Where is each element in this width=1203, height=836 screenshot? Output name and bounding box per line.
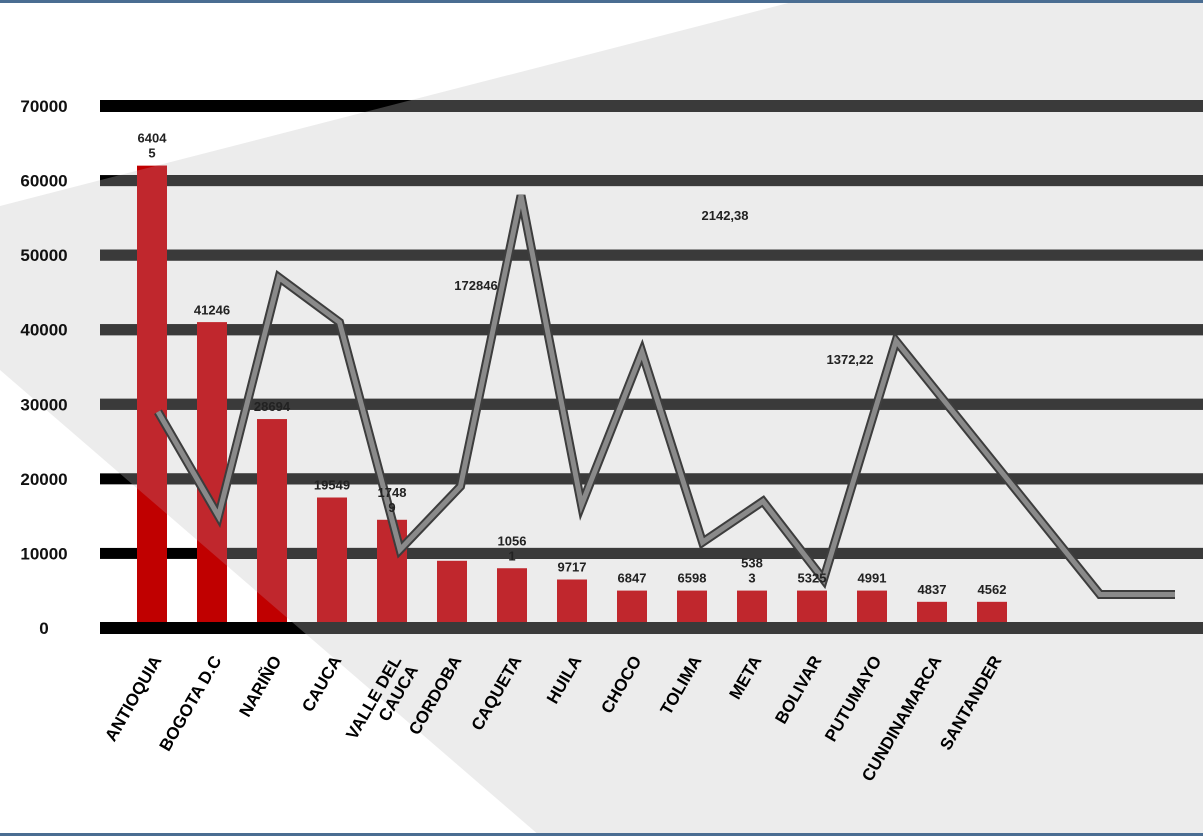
data-label: 28694 <box>254 399 291 414</box>
bar-shade <box>437 560 467 622</box>
bar-shade <box>317 497 347 622</box>
gridline-shade <box>100 622 1203 634</box>
category-label-line: CAUCA <box>298 653 345 716</box>
annotation-label: 1372,22 <box>827 352 874 367</box>
y-tick-label: 30000 <box>20 395 67 414</box>
y-tick-label: 70000 <box>20 97 67 116</box>
bar-shade <box>497 568 527 622</box>
category-label: NARIÑO <box>235 652 286 720</box>
gridline-shade <box>100 175 1203 187</box>
data-label: 4991 <box>858 571 887 586</box>
gridline-shade <box>100 473 1203 485</box>
data-label: 6404 <box>138 131 168 146</box>
gridline-shade <box>100 324 1203 336</box>
bar-shade <box>857 590 887 622</box>
gridline-shade <box>100 398 1203 410</box>
data-label: 5325 <box>798 571 827 586</box>
gridline-shade <box>100 249 1203 261</box>
bar-shade <box>617 590 647 622</box>
bar-shade <box>677 590 707 622</box>
gridline-shade <box>100 547 1203 559</box>
data-label: 41246 <box>194 302 230 317</box>
data-label: 538 <box>741 556 763 571</box>
y-tick-label: 50000 <box>20 246 67 265</box>
data-label: 4837 <box>918 582 947 597</box>
top-border <box>0 0 1203 3</box>
y-tick-label: 20000 <box>20 470 67 489</box>
annotation-label: 172846 <box>454 278 497 293</box>
bar-shade <box>797 590 827 622</box>
data-label: 4562 <box>978 582 1007 597</box>
data-label: 3 <box>748 571 755 586</box>
category-label: CAUCA <box>298 653 345 716</box>
series-line <box>155 194 1175 597</box>
bar-shade <box>917 601 947 622</box>
data-label: 6847 <box>618 571 647 586</box>
bar-shade <box>257 419 287 622</box>
bar-shade <box>737 590 767 622</box>
data-label: 19549 <box>314 478 350 493</box>
y-tick-label: 0 <box>39 619 48 638</box>
y-tick-label: 40000 <box>20 321 67 340</box>
category-label-line: ANTIOQUIA <box>101 653 165 745</box>
data-label: 1 <box>508 548 515 563</box>
data-label: 1056 <box>498 533 527 548</box>
category-label: BOGOTA D.C <box>156 653 226 755</box>
bottom-border <box>0 833 1203 836</box>
y-tick-label: 10000 <box>20 544 67 563</box>
bar-shade <box>977 601 1007 622</box>
data-label: 5 <box>148 146 155 161</box>
data-label: 9717 <box>558 560 587 575</box>
category-label-line: NARIÑO <box>235 652 286 720</box>
data-label: 1748 <box>378 485 407 500</box>
bar-shade <box>557 579 587 622</box>
y-tick-label: 60000 <box>20 172 67 191</box>
data-label: 6598 <box>678 571 707 586</box>
annotation-label: 2142,38 <box>702 208 749 223</box>
data-label: 9 <box>388 500 395 515</box>
category-label-line: BOGOTA D.C <box>156 653 226 755</box>
category-label: ANTIOQUIA <box>101 653 165 745</box>
